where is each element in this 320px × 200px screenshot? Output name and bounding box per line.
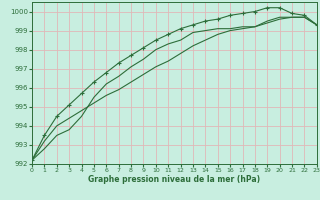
X-axis label: Graphe pression niveau de la mer (hPa): Graphe pression niveau de la mer (hPa): [88, 175, 260, 184]
